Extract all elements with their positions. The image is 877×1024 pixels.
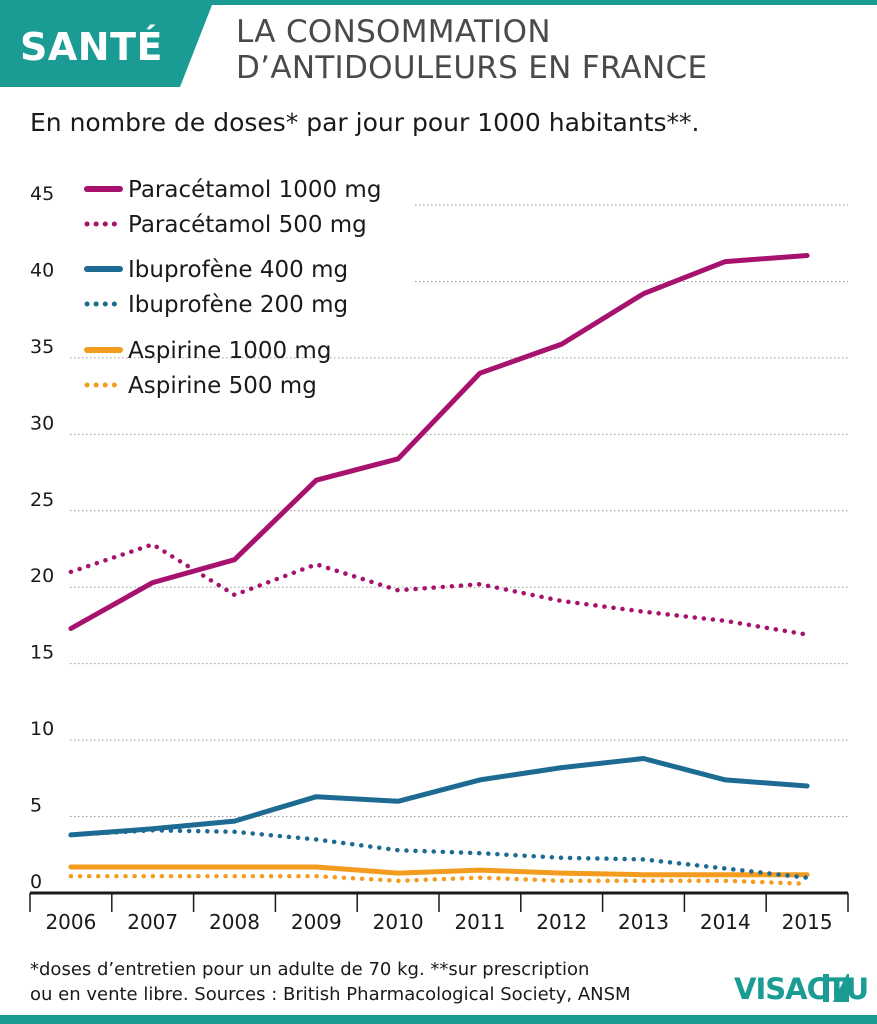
series-line-parac-tamol-500-mg (68, 542, 810, 637)
legend-label: Ibuprofène 200 mg (128, 292, 348, 318)
y-tick-label: 20 (30, 565, 54, 587)
y-tick-label: 45 (30, 183, 54, 205)
series-line-aspirine-1000-mg (68, 864, 810, 878)
x-tick-label: 2012 (536, 910, 587, 934)
legend-label: Paracétamol 1000 mg (128, 177, 381, 203)
x-tick-label: 2008 (209, 910, 260, 934)
legend-label: Paracétamol 500 mg (128, 212, 367, 238)
series-line-parac-tamol-1000-mg (68, 253, 810, 631)
y-tick-label: 15 (30, 642, 54, 664)
x-tick-label: 2009 (291, 910, 342, 934)
title-line-2: D’ANTIDOULEURS EN FRANCE (236, 50, 708, 86)
badge-label: SANTÉ (20, 25, 163, 69)
y-tick-label: 5 (30, 795, 42, 817)
legend-label: Aspirine 1000 mg (128, 338, 331, 364)
y-tick-label: 0 (30, 871, 42, 893)
logo-mark-icon (823, 974, 849, 1002)
y-tick-label: 35 (30, 336, 54, 358)
y-tick-label: 10 (30, 718, 54, 740)
x-tick-label: 2007 (127, 910, 178, 934)
chart-subtitle: En nombre de doses* par jour pour 1000 h… (30, 108, 700, 137)
legend-label: Aspirine 500 mg (128, 373, 317, 399)
footnote-line-1: *doses d’entretien pour un adulte de 70 … (30, 959, 590, 980)
footnote: *doses d’entretien pour un adulte de 70 … (30, 957, 631, 1007)
series-line-ibuprof-ne-400-mg (68, 756, 810, 838)
y-tick-label: 40 (30, 259, 54, 281)
badge-shape (0, 5, 212, 87)
x-tick-label: 2015 (782, 910, 833, 934)
title-line-1: LA CONSOMMATION (236, 14, 551, 50)
x-tick-label: 2011 (454, 910, 505, 934)
legend-label: Ibuprofène 400 mg (128, 257, 348, 283)
x-tick-label: 2010 (373, 910, 424, 934)
category-badge: SANTÉ (0, 5, 222, 87)
footnote-line-2: ou en vente libre. Sources : British Pha… (30, 984, 631, 1005)
x-tick-label: 2014 (700, 910, 751, 934)
bottom-rule (0, 1015, 877, 1024)
x-tick-label: 2006 (45, 910, 96, 934)
x-tick-label: 2013 (618, 910, 669, 934)
series-line-aspirine-500-mg (68, 873, 810, 887)
top-rule (0, 0, 877, 5)
page-title: LA CONSOMMATION D’ANTIDOULEURS EN FRANCE (236, 14, 707, 86)
y-tick-label: 30 (30, 412, 54, 434)
y-tick-label: 25 (30, 489, 54, 511)
